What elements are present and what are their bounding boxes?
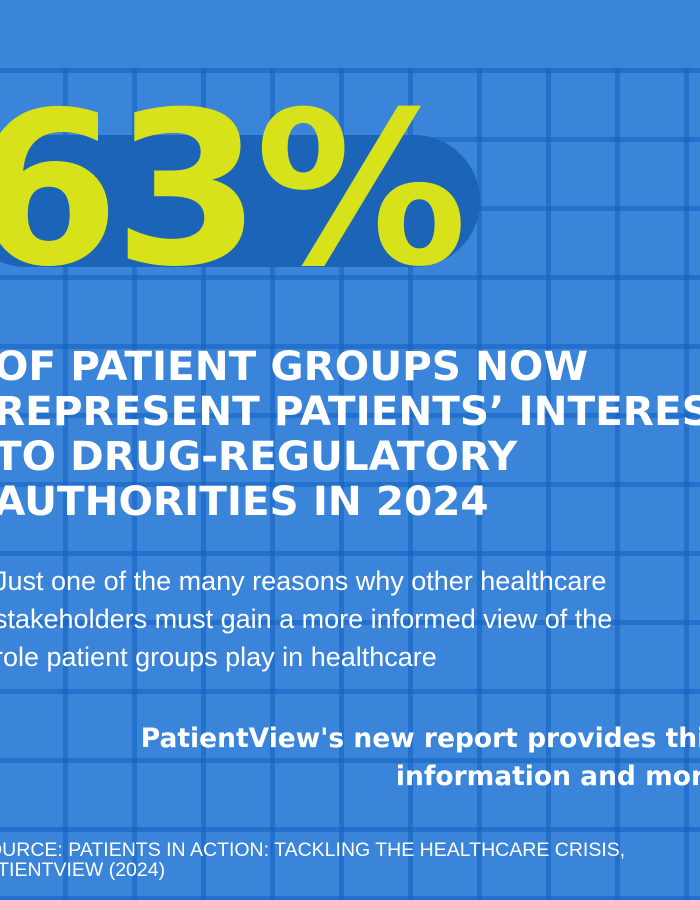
body-line: stakeholders must gain a more informed v… — [0, 604, 613, 634]
headline: OF PATIENT GROUPS NOW REPRESENT PATIENTS… — [0, 344, 700, 524]
source-line: PATIENTVIEW (2024) — [0, 859, 166, 881]
callout-line: information and more — [395, 761, 700, 792]
callout-line: PatientView's new report provides this — [140, 723, 700, 754]
headline-line: OF PATIENT GROUPS NOW — [0, 342, 589, 390]
source-citation: SOURCE: PATIENTS IN ACTION: TACKLING THE… — [0, 840, 625, 880]
report-callout: PatientView's new report provides this i… — [141, 720, 700, 796]
source-line: SOURCE: PATIENTS IN ACTION: TACKLING THE… — [0, 839, 626, 861]
headline-line: AUTHORITIES IN 2024 — [0, 477, 489, 525]
top-band — [0, 0, 700, 68]
body-paragraph: Just one of the many reasons why other h… — [0, 562, 612, 676]
stat-highlight-pill — [0, 135, 480, 267]
headline-line: REPRESENT PATIENTS’ INTERESTS — [0, 387, 700, 435]
body-line: role patient groups play in healthcare — [0, 642, 437, 672]
headline-line: TO DRUG-REGULATORY — [0, 432, 518, 480]
big-percentage-stat: 63% — [0, 66, 467, 313]
body-line: Just one of the many reasons why other h… — [0, 566, 607, 596]
